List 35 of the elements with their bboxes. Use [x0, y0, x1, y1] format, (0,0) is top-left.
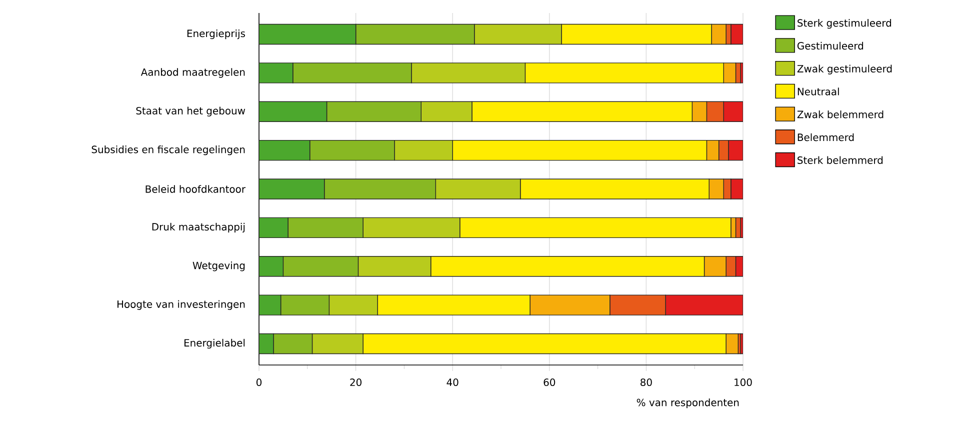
legend-label: Gestimuleerd: [797, 42, 864, 50]
bar: [259, 62, 294, 84]
bar: [665, 294, 744, 316]
bar: [259, 217, 288, 238]
y-tick-label: Hoogte van investeringen: [117, 300, 245, 310]
bar: [728, 140, 744, 161]
legend-label: Neutraal: [798, 88, 839, 96]
legend-label: Zwak belemmerd: [797, 110, 884, 118]
bar: [259, 294, 282, 316]
x-tick-label: 40: [446, 378, 458, 386]
y-tick-label: Staat van het gebouw: [136, 106, 246, 116]
bar: [259, 24, 356, 45]
y-tick-label: Energielabel: [184, 338, 245, 349]
y-tick-label: Beleid hoofdkantoor: [146, 185, 246, 193]
x-tick-label: 100: [734, 378, 752, 386]
x-axis-title: % van respondenten: [636, 398, 739, 408]
x-tick-label: 80: [640, 378, 652, 386]
bar: [259, 140, 310, 161]
bar: [723, 101, 744, 122]
y-tick-label: Aanbod maatregelen: [140, 68, 245, 78]
y-tick-label: Energieprijs: [187, 29, 246, 40]
y-tick-label: Druk maatschappij: [152, 222, 245, 233]
legend-label: Sterk belemmerd: [798, 156, 883, 164]
legend-label: Belemmerd: [798, 133, 854, 142]
y-tick-label: Wetgeving: [192, 262, 245, 272]
bar: [259, 101, 328, 122]
bar: [259, 333, 274, 354]
x-tick-label: 0: [256, 378, 262, 386]
bar: [259, 178, 325, 200]
legend-label: Zwak gestimuleerd: [797, 64, 892, 74]
bar: [259, 256, 284, 277]
legend-label: Sterk gestimuleerd: [798, 19, 892, 29]
x-tick-label: 60: [544, 378, 556, 386]
x-tick-label: 20: [350, 378, 362, 386]
y-tick-label: Subsidies en fiscale regelingen: [92, 145, 245, 156]
